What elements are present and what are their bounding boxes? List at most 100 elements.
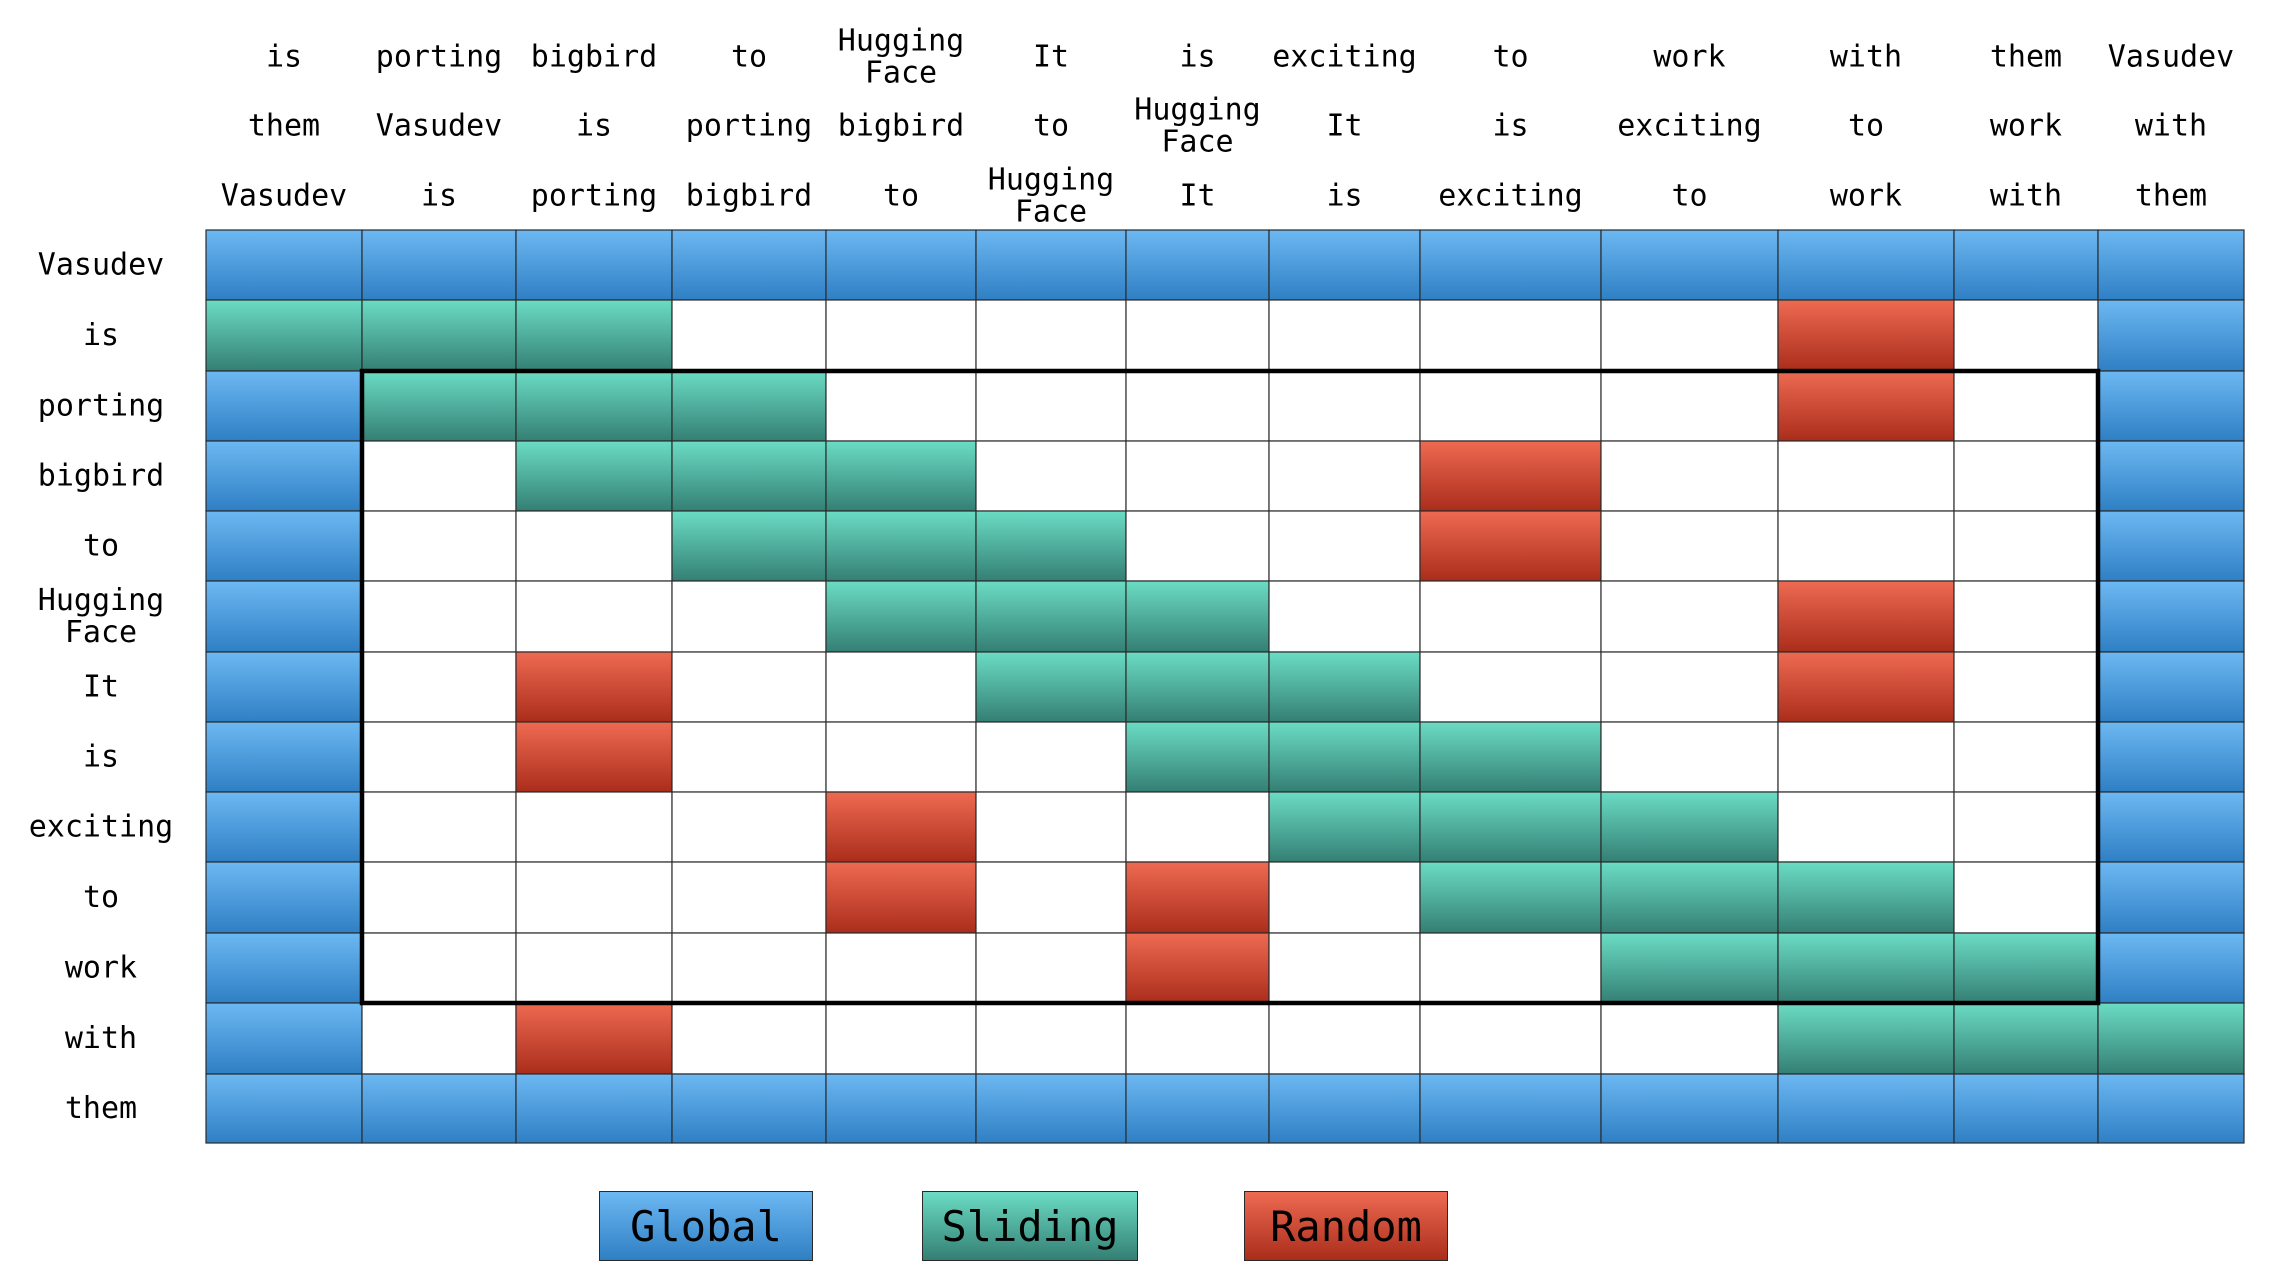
column-label: to — [883, 179, 919, 214]
cell-global — [205, 861, 363, 934]
cell-empty — [1777, 791, 1955, 863]
cell-empty — [361, 861, 517, 934]
cell-empty — [671, 932, 827, 1004]
cell-global — [205, 510, 363, 582]
cell-empty — [1268, 1002, 1421, 1075]
cell-global — [1419, 229, 1602, 301]
row-label: porting — [38, 389, 164, 424]
cell-global — [205, 440, 363, 512]
cell-empty — [671, 861, 827, 934]
cell-global — [2097, 580, 2245, 653]
cell-global — [825, 1073, 977, 1144]
cell-random — [1777, 580, 1955, 653]
cell-sliding — [1125, 651, 1270, 723]
cell-random — [825, 861, 977, 934]
cell-sliding — [515, 440, 673, 512]
cell-empty — [1268, 299, 1421, 372]
cell-empty — [1953, 580, 2099, 653]
cell-global — [2097, 370, 2245, 442]
column-label: work — [1653, 40, 1725, 75]
cell-empty — [1953, 440, 2099, 512]
column-label: them — [248, 109, 320, 144]
column-label: them — [2135, 179, 2207, 214]
cell-empty — [671, 580, 827, 653]
cell-empty — [1953, 651, 2099, 723]
cell-empty — [671, 721, 827, 793]
cell-empty — [1419, 932, 1602, 1004]
row-label: work — [65, 951, 137, 986]
cell-empty — [361, 791, 517, 863]
legend-global-label: Global — [630, 1201, 782, 1251]
cell-empty — [1125, 299, 1270, 372]
cell-global — [1953, 1073, 2099, 1144]
cell-global — [1419, 1073, 1602, 1144]
cell-empty — [361, 932, 517, 1004]
cell-sliding — [1419, 791, 1602, 863]
cell-empty — [515, 861, 673, 934]
legend-random-label: Random — [1270, 1201, 1422, 1251]
cell-global — [205, 791, 363, 863]
cell-global — [1600, 1073, 1779, 1144]
cell-global — [1953, 229, 2099, 301]
cell-empty — [671, 1002, 827, 1075]
cell-empty — [515, 932, 673, 1004]
cell-global — [1125, 229, 1270, 301]
legend-sliding: Sliding — [922, 1191, 1138, 1261]
cell-random — [1777, 370, 1955, 442]
column-label: Vasudev — [2108, 40, 2234, 75]
cell-empty — [1600, 580, 1779, 653]
cell-random — [515, 721, 673, 793]
column-label: is — [1179, 40, 1215, 75]
row-label: them — [65, 1091, 137, 1126]
cell-sliding — [975, 580, 1127, 653]
column-label: bigbird — [838, 109, 964, 144]
cell-empty — [1600, 721, 1779, 793]
cell-global — [515, 229, 673, 301]
legend-sliding-label: Sliding — [941, 1201, 1119, 1251]
cell-empty — [1953, 721, 2099, 793]
cell-empty — [1600, 370, 1779, 442]
cell-sliding — [975, 651, 1127, 723]
cell-empty — [361, 580, 517, 653]
column-label: porting — [531, 179, 657, 214]
cell-sliding — [1953, 932, 2099, 1004]
cell-sliding — [1600, 861, 1779, 934]
cell-global — [205, 370, 363, 442]
cell-sliding — [1600, 932, 1779, 1004]
cell-empty — [1268, 440, 1421, 512]
cell-empty — [1268, 861, 1421, 934]
cell-global — [205, 229, 363, 301]
cell-empty — [361, 721, 517, 793]
cell-sliding — [1953, 1002, 2099, 1075]
legend-random: Random — [1244, 1191, 1448, 1261]
cell-empty — [1125, 1002, 1270, 1075]
cell-empty — [1125, 440, 1270, 512]
cell-empty — [1268, 580, 1421, 653]
column-label: exciting — [1617, 109, 1762, 144]
column-label: is — [1492, 109, 1528, 144]
column-label: Hugging Face — [1134, 92, 1260, 159]
cell-global — [1600, 229, 1779, 301]
cell-empty — [1419, 580, 1602, 653]
cell-empty — [1600, 651, 1779, 723]
row-label: It — [83, 670, 119, 705]
cell-empty — [825, 932, 977, 1004]
cell-empty — [361, 651, 517, 723]
cell-empty — [1600, 440, 1779, 512]
cell-global — [825, 229, 977, 301]
cell-empty — [671, 791, 827, 863]
cell-random — [515, 651, 673, 723]
cell-global — [205, 1073, 363, 1144]
row-label: Vasudev — [38, 248, 164, 283]
cell-sliding — [2097, 1002, 2245, 1075]
column-label: is — [266, 40, 302, 75]
cell-global — [1125, 1073, 1270, 1144]
column-label: is — [1326, 179, 1362, 214]
cell-global — [205, 1002, 363, 1075]
cell-empty — [975, 440, 1127, 512]
cell-random — [1419, 510, 1602, 582]
cell-global — [671, 1073, 827, 1144]
cell-global — [2097, 791, 2245, 863]
column-label: It — [1326, 109, 1362, 144]
